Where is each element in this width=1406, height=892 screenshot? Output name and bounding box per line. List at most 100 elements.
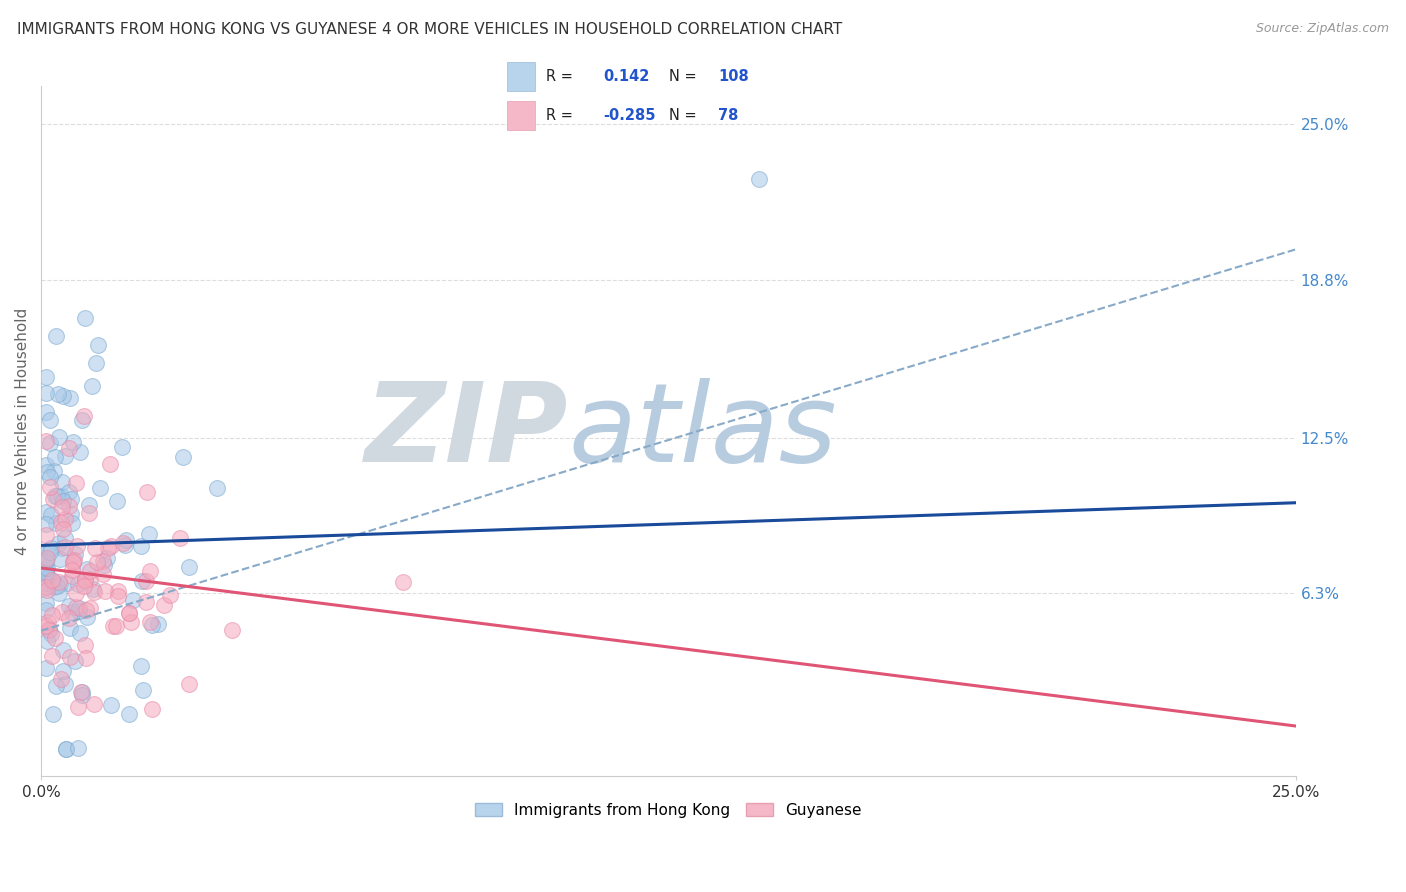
Point <box>76 610 98 624</box>
Point <box>53 511 76 525</box>
Point <box>69 445 91 459</box>
Point <box>58 611 80 625</box>
Point <box>35 554 58 568</box>
Point <box>118 606 141 620</box>
Point <box>44 489 66 503</box>
Point <box>66 741 89 756</box>
Point <box>131 574 153 588</box>
Point <box>135 574 157 589</box>
Point <box>75 311 97 326</box>
Point <box>62 555 84 569</box>
Point <box>100 539 122 553</box>
Point <box>65 476 87 491</box>
Point <box>103 619 125 633</box>
Point <box>42 464 65 478</box>
Point <box>748 172 770 186</box>
Point <box>111 440 134 454</box>
Point <box>135 594 157 608</box>
Point <box>62 434 84 449</box>
Point <box>44 631 66 645</box>
Point <box>84 356 107 370</box>
Point <box>96 550 118 565</box>
Point <box>59 621 82 635</box>
Point <box>35 566 58 580</box>
Point <box>49 515 72 529</box>
Point <box>66 699 89 714</box>
Point <box>172 450 194 464</box>
Text: ZIP: ZIP <box>364 378 568 484</box>
Point <box>86 555 108 569</box>
Point <box>153 598 176 612</box>
Point <box>63 547 86 561</box>
Point <box>120 615 142 629</box>
Point <box>115 533 138 547</box>
Point <box>35 548 58 562</box>
Point <box>65 585 87 599</box>
Point <box>38 480 60 494</box>
Point <box>35 580 58 594</box>
Point <box>79 600 101 615</box>
Point <box>205 481 228 495</box>
Text: R =: R = <box>546 69 572 84</box>
Point <box>41 573 63 587</box>
Point <box>35 619 58 633</box>
Text: R =: R = <box>546 108 572 123</box>
Point <box>37 582 59 597</box>
Point <box>141 618 163 632</box>
Point <box>35 434 58 449</box>
Point <box>138 526 160 541</box>
Point <box>53 449 76 463</box>
Point <box>79 564 101 578</box>
Point <box>105 619 128 633</box>
Text: N =: N = <box>669 69 697 84</box>
Point <box>69 684 91 698</box>
Point <box>105 494 128 508</box>
Point <box>169 531 191 545</box>
Point <box>66 539 89 553</box>
Point <box>55 741 77 756</box>
Point <box>42 491 65 506</box>
Point <box>42 580 65 594</box>
Point <box>51 475 73 489</box>
Point <box>60 516 83 530</box>
Point <box>107 583 129 598</box>
Point <box>59 392 82 406</box>
Point <box>53 677 76 691</box>
Point <box>35 550 58 565</box>
Point <box>76 561 98 575</box>
Point <box>177 677 200 691</box>
Point <box>35 458 58 473</box>
Point <box>59 649 82 664</box>
Point <box>38 623 60 637</box>
Point <box>63 553 86 567</box>
Text: IMMIGRANTS FROM HONG KONG VS GUYANESE 4 OR MORE VEHICLES IN HOUSEHOLD CORRELATIO: IMMIGRANTS FROM HONG KONG VS GUYANESE 4 … <box>17 22 842 37</box>
Point <box>52 389 75 403</box>
Text: 78: 78 <box>718 108 738 123</box>
Point <box>48 387 70 401</box>
Point <box>58 485 80 500</box>
Point <box>83 585 105 599</box>
Point <box>73 573 96 587</box>
Point <box>39 545 62 559</box>
Point <box>52 494 75 508</box>
Point <box>39 436 62 450</box>
Point <box>73 639 96 653</box>
Point <box>52 642 75 657</box>
Text: N =: N = <box>669 108 697 123</box>
Text: atlas: atlas <box>568 378 837 484</box>
Point <box>93 558 115 573</box>
Point <box>65 599 87 614</box>
Point <box>48 574 70 589</box>
Point <box>114 538 136 552</box>
Point <box>51 500 73 514</box>
Point <box>48 586 70 600</box>
Point <box>35 405 58 419</box>
Point <box>35 661 58 675</box>
Point <box>49 576 72 591</box>
Point <box>51 541 73 556</box>
Point <box>35 465 58 479</box>
Point <box>35 596 58 610</box>
Point <box>49 489 72 503</box>
Point <box>38 622 60 636</box>
Point <box>51 605 73 619</box>
